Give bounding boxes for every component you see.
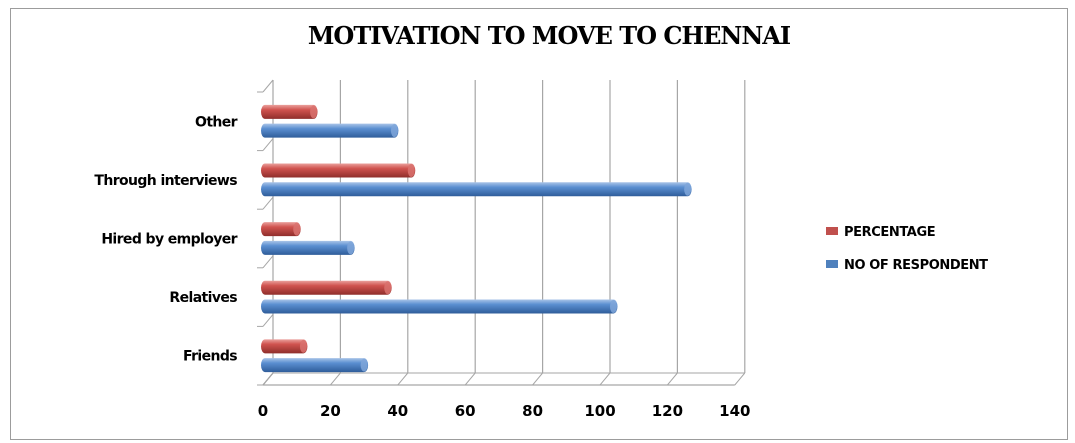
bar-percentage [261, 280, 392, 295]
x-tick-label: 0 [258, 402, 268, 420]
category-label: Friends [183, 349, 237, 365]
chart-frame [10, 8, 1068, 440]
legend-swatch-respondent [826, 260, 838, 268]
x-tick-label: 100 [584, 402, 615, 420]
category-label: Other [195, 114, 238, 130]
bar-percentage [261, 104, 318, 119]
x-tick-label: 120 [652, 402, 683, 420]
wall-separator [262, 79, 274, 93]
category-label: Relatives [169, 290, 237, 306]
bar-respondent [261, 299, 618, 314]
gridline-depth [330, 372, 341, 386]
bar-percentage [261, 222, 301, 237]
x-tick-label: 40 [387, 402, 408, 420]
bar-percentage [261, 163, 416, 178]
gridline-depth [464, 372, 476, 386]
x-tick-label: 20 [320, 402, 341, 420]
gridline-depth [734, 372, 746, 386]
bar-respondent [261, 123, 399, 138]
wall-separator [262, 196, 274, 210]
x-tick-label: 140 [719, 402, 750, 420]
gridline-depth [599, 372, 611, 386]
wall-separator [262, 255, 274, 269]
x-tick-label: 80 [522, 402, 543, 420]
wall-separator [262, 138, 274, 151]
bar-percentage [261, 339, 308, 354]
bars [261, 104, 692, 373]
legend: PERCENTAGE NO OF RESPONDENT [826, 225, 989, 273]
bar-respondent [261, 182, 692, 197]
category-labels: Friends Relatives Hired by employer Through… [94, 114, 238, 365]
category-label: Through interviews [94, 173, 237, 189]
gridline-depth [667, 372, 678, 386]
gridline-depth [532, 372, 543, 386]
wall-separator [262, 372, 274, 386]
x-tick-label: 60 [455, 402, 476, 420]
grid [257, 79, 746, 386]
bar-respondent [261, 358, 369, 373]
legend-label-percentage: PERCENTAGE [844, 225, 935, 240]
bar-respondent [261, 240, 355, 255]
chart-title: MOTIVATION TO MOVE TO CHENNAI [308, 21, 791, 50]
legend-label-respondent: NO OF RESPONDENT [844, 258, 988, 273]
category-label: Hired by employer [101, 232, 237, 248]
legend-swatch-percentage [826, 227, 838, 235]
x-axis-ticks: 0 20 40 60 80 100 120 140 [258, 402, 751, 420]
gridline-depth [397, 372, 409, 386]
wall-separator [262, 314, 274, 327]
